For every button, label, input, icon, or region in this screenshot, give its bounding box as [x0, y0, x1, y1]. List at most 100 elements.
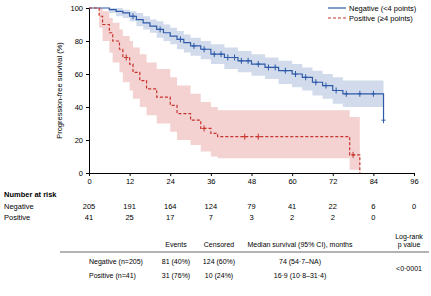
- risk-count: 22: [329, 202, 337, 211]
- censor-mark: [314, 79, 318, 85]
- risk-count: 205: [83, 202, 96, 211]
- censor-mark: [226, 55, 230, 61]
- tick-mark: [373, 173, 374, 176]
- censor-mark: [371, 91, 375, 97]
- risk-count: 7: [209, 213, 213, 222]
- censor-mark: [256, 61, 260, 67]
- risk-count: 164: [164, 202, 177, 211]
- tick-label: 40: [75, 103, 83, 112]
- censor-mark: [344, 91, 348, 97]
- y-tick: 60: [75, 70, 89, 79]
- tick-label: 24: [167, 177, 175, 186]
- p-value: <0·0001: [396, 265, 422, 272]
- summary-header: Events: [165, 241, 187, 248]
- risk-row-name: Positive: [4, 213, 30, 222]
- summary-cell: 10 (24%): [205, 272, 233, 280]
- axis-line: [89, 9, 90, 174]
- censor-mark: [304, 74, 308, 80]
- censor-mark: [212, 51, 216, 57]
- tick-label: 60: [75, 70, 83, 79]
- tick-mark: [86, 41, 89, 42]
- censor-mark: [233, 55, 237, 61]
- y-tick: 0: [79, 169, 89, 178]
- chart-svg: 01224364860728496020406080100Progression…: [0, 0, 431, 296]
- summary-header: Censored: [204, 241, 234, 248]
- legend-swatch: [328, 7, 346, 8]
- risk-count: 41: [85, 213, 93, 222]
- risk-count: 3: [249, 213, 253, 222]
- risk-row-name: Negative: [4, 202, 34, 211]
- risk-table-title: Number at risk: [4, 190, 57, 199]
- summary-header: Median survival (95% CI), months: [247, 241, 353, 249]
- tick-mark: [211, 173, 212, 176]
- risk-count: 191: [123, 202, 136, 211]
- x-tick: 84: [370, 173, 378, 186]
- tick-mark: [252, 173, 253, 176]
- summary-header: p value: [398, 241, 421, 249]
- censor-mark: [246, 58, 250, 64]
- summary-row-name: Negative (n=205): [89, 258, 143, 266]
- censor-mark: [324, 83, 328, 89]
- tick-label: 84: [370, 177, 378, 186]
- summary-header: Log-rank: [395, 233, 423, 241]
- y-tick: 40: [75, 103, 89, 112]
- summary-cell: 16·9 (10·8–31·4): [274, 272, 327, 280]
- risk-count: 2: [331, 213, 335, 222]
- tick-mark: [333, 173, 334, 176]
- legend-label: Negative (<4 points): [349, 4, 417, 13]
- censor-mark: [131, 13, 135, 19]
- tick-label: 0: [79, 169, 83, 178]
- x-tick: 72: [329, 173, 337, 186]
- tick-label: 96: [410, 177, 418, 186]
- x-tick: 96: [410, 173, 418, 186]
- tick-mark: [170, 173, 171, 176]
- censor-mark: [202, 125, 206, 131]
- summary-row-name: Positive (n=41): [89, 272, 136, 280]
- risk-table: Number at riskNegative205191164124794122…: [4, 190, 416, 222]
- summary-cell: 124 (60%): [203, 258, 235, 266]
- censor-mark: [178, 36, 182, 42]
- censor-mark: [158, 26, 162, 32]
- censor-mark: [219, 51, 223, 57]
- tick-label: 36: [207, 177, 215, 186]
- censor-mark: [243, 134, 247, 140]
- y-tick: 80: [75, 37, 89, 46]
- summary-table: Events Censored Median survival (95% CI), …: [60, 233, 429, 281]
- censor-mark: [239, 58, 243, 64]
- x-axis: 0 12 24 36 48 60 72 84 96: [87, 173, 418, 186]
- summary-cell: 31 (76%): [162, 272, 190, 280]
- tick-label: 100: [70, 4, 83, 13]
- y-axis-title: Progression-free survival (%): [55, 42, 64, 139]
- censor-mark: [202, 46, 206, 52]
- censor-mark: [334, 88, 338, 94]
- risk-count: 41: [288, 202, 296, 211]
- x-tick: 36: [207, 173, 215, 186]
- tick-mark: [86, 173, 89, 174]
- tick-mark: [86, 74, 89, 75]
- risk-count: 25: [125, 213, 133, 222]
- censor-mark: [192, 43, 196, 49]
- censor-mark: [358, 91, 362, 97]
- y-tick: 100: [70, 4, 89, 13]
- summary-cell: 81 (40%): [162, 258, 190, 266]
- tick-label: 20: [75, 136, 83, 145]
- tick-label: 12: [126, 177, 134, 186]
- confidence-band: [89, 8, 360, 173]
- censor-mark: [283, 68, 287, 74]
- censor-mark: [266, 64, 270, 70]
- risk-count: 0: [412, 202, 416, 211]
- tick-mark: [86, 140, 89, 141]
- x-tick: 48: [248, 173, 256, 186]
- legend: Negative (<4 points)Positive (≥4 points): [328, 4, 417, 23]
- tick-mark: [86, 8, 89, 9]
- chart-container: 01224364860728496020406080100Progression…: [0, 0, 431, 296]
- risk-count: 79: [247, 202, 255, 211]
- censor-mark: [124, 55, 128, 61]
- tick-label: 48: [248, 177, 256, 186]
- tick-mark: [414, 173, 415, 176]
- censor-mark: [351, 152, 355, 158]
- tick-label: 0: [87, 177, 91, 186]
- tick-label: 60: [288, 177, 296, 186]
- x-tick: 12: [126, 173, 134, 186]
- censor-mark: [256, 134, 260, 140]
